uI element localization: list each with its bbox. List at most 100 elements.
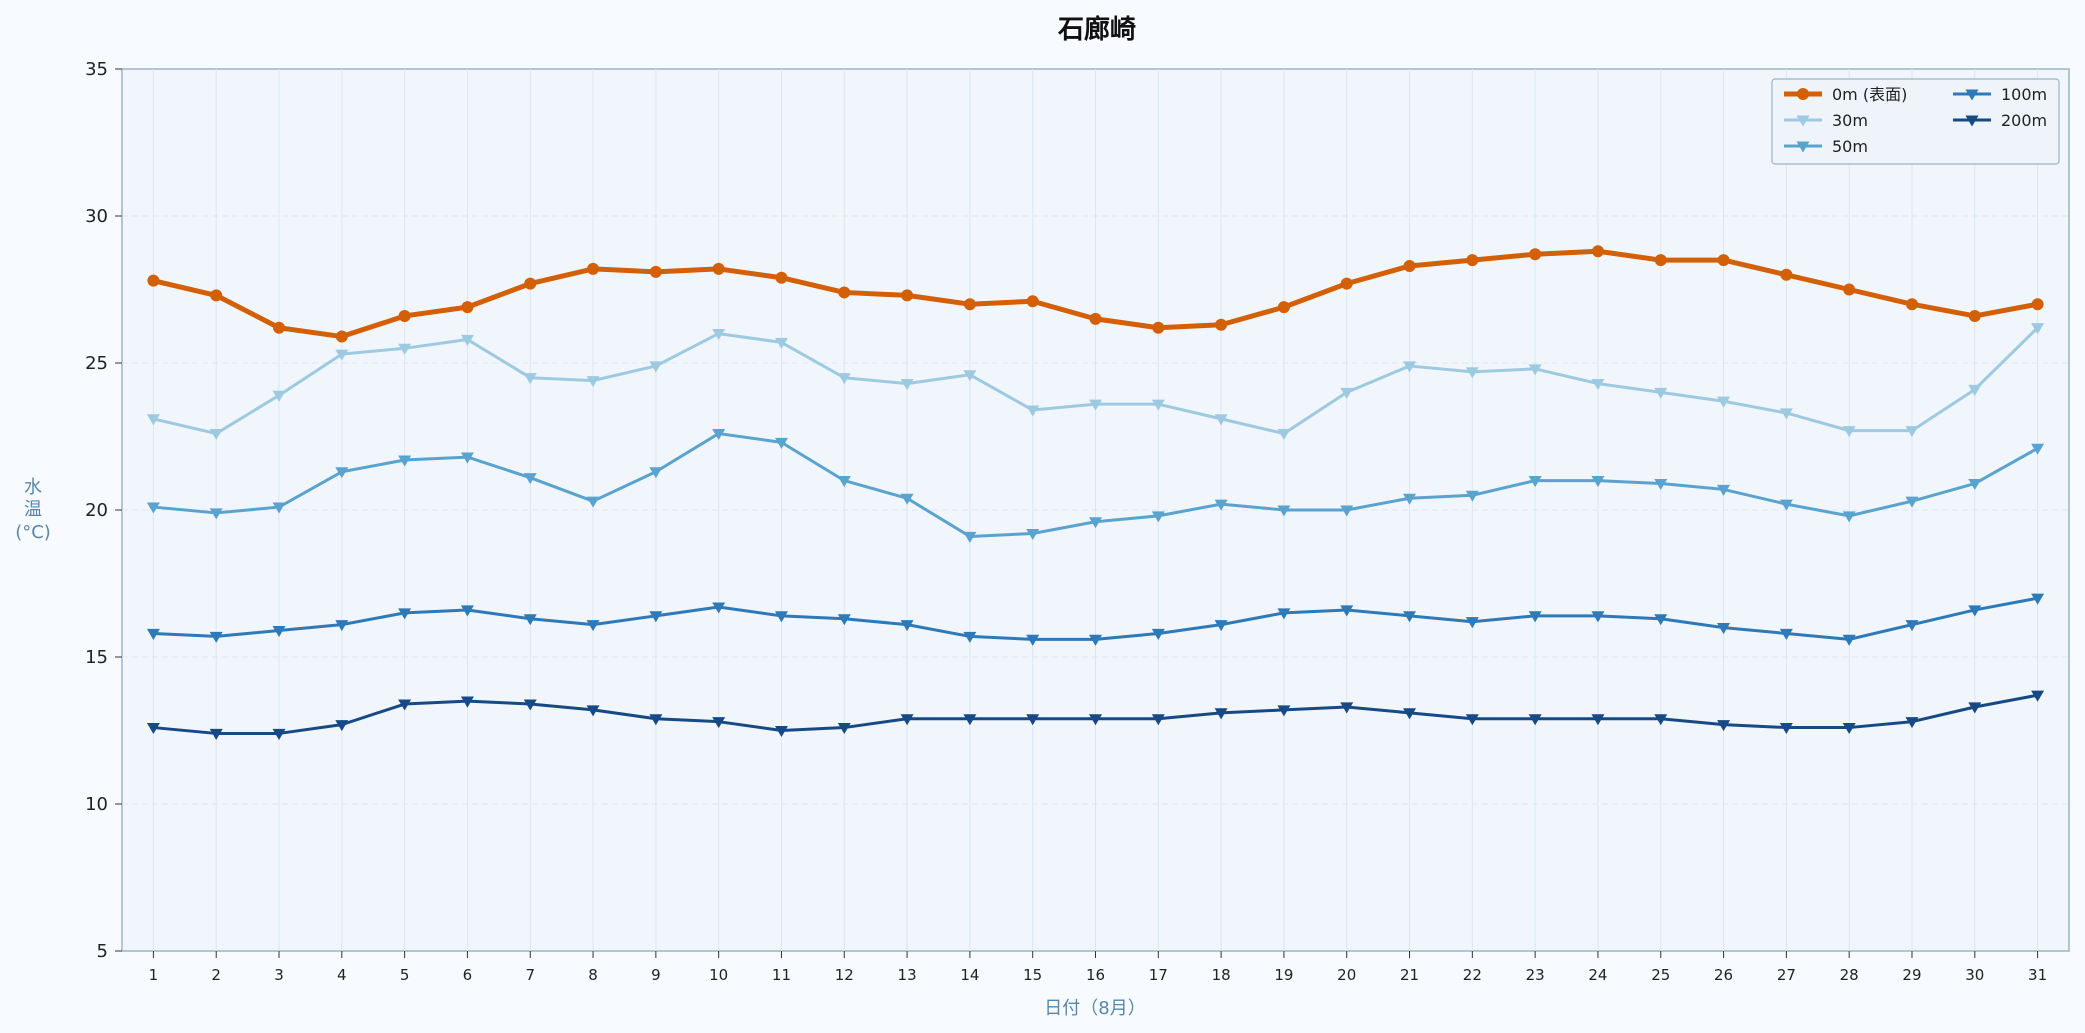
data-point-30m xyxy=(649,361,663,373)
data-point-100m xyxy=(1089,634,1102,646)
legend-marker xyxy=(1965,115,1979,127)
data-point-50m xyxy=(1403,493,1417,505)
x-tick-label: 1 xyxy=(149,966,159,984)
data-point-100m xyxy=(900,620,914,632)
data-point-0m xyxy=(273,321,286,334)
data-point-50m xyxy=(1151,511,1165,523)
data-point-0m xyxy=(1968,309,1981,322)
x-tick-label: 13 xyxy=(898,966,917,984)
legend-label: 0m (表面) xyxy=(1832,85,1907,104)
data-point-100m xyxy=(2031,593,2045,605)
data-point-30m xyxy=(335,349,349,361)
legend-item-0m: 0m (表面) xyxy=(1784,85,1907,104)
x-tick-label: 2 xyxy=(211,966,221,984)
x-tick-label: 26 xyxy=(1714,966,1733,984)
y-axis-label-line-1: 水 xyxy=(24,477,42,498)
data-point-50m xyxy=(900,493,914,505)
data-point-100m xyxy=(1654,614,1668,626)
data-point-100m xyxy=(774,611,788,623)
x-tick-label: 23 xyxy=(1526,966,1545,984)
data-point-100m xyxy=(523,614,537,626)
data-point-30m xyxy=(209,429,223,441)
y-axis-label-line-3: (°C) xyxy=(15,522,51,543)
x-tick-label: 3 xyxy=(274,966,284,984)
data-point-100m xyxy=(1968,605,1982,617)
x-tick-label: 14 xyxy=(960,966,979,984)
data-point-0m xyxy=(1466,254,1479,267)
data-point-50m xyxy=(523,473,537,485)
x-tick-label: 29 xyxy=(1902,966,1921,984)
data-point-200m xyxy=(1905,717,1919,729)
data-point-0m xyxy=(1654,254,1667,267)
legend-marker xyxy=(1796,115,1810,127)
x-tick-label: 9 xyxy=(651,966,661,984)
data-point-50m xyxy=(649,467,663,479)
data-point-0m xyxy=(1340,277,1353,290)
data-point-200m xyxy=(1340,702,1354,714)
legend-label: 100m xyxy=(2001,85,2047,104)
x-tick-label: 11 xyxy=(772,966,791,984)
data-point-100m xyxy=(398,608,412,620)
data-point-200m xyxy=(1717,720,1731,732)
data-point-200m xyxy=(1591,714,1605,726)
data-point-100m xyxy=(1403,611,1417,623)
data-point-200m xyxy=(1277,705,1291,717)
data-point-100m xyxy=(963,631,977,643)
legend-marker xyxy=(1797,88,1809,100)
data-point-0m xyxy=(398,309,411,322)
data-point-30m xyxy=(460,334,474,346)
x-tick-label: 20 xyxy=(1337,966,1356,984)
data-point-200m xyxy=(1089,714,1102,726)
grid xyxy=(122,69,2069,951)
legend-item-50m: 50m xyxy=(1784,137,1868,156)
data-point-0m xyxy=(524,277,537,290)
data-point-50m xyxy=(1340,505,1354,517)
series-0m xyxy=(147,245,2044,343)
data-point-30m xyxy=(1403,361,1417,373)
x-tick-label: 30 xyxy=(1965,966,1984,984)
data-point-30m xyxy=(1026,405,1040,417)
data-point-200m xyxy=(523,699,537,711)
y-tick-label: 30 xyxy=(85,206,108,227)
data-point-30m xyxy=(837,373,851,385)
x-tick-label: 5 xyxy=(400,966,410,984)
data-point-200m xyxy=(460,696,474,708)
data-point-0m xyxy=(335,330,348,343)
data-point-30m xyxy=(1340,387,1354,399)
x-tick-label: 18 xyxy=(1212,966,1231,984)
legend-item-200m: 200m xyxy=(1953,111,2047,130)
data-point-30m xyxy=(2031,323,2045,335)
legend-marker xyxy=(1965,89,1979,101)
data-point-50m xyxy=(335,467,349,479)
data-point-100m xyxy=(1528,611,1542,623)
data-point-0m xyxy=(587,262,600,275)
data-point-50m xyxy=(774,437,788,449)
x-tick-label: 12 xyxy=(835,966,854,984)
legend-item-30m: 30m xyxy=(1784,111,1868,130)
data-point-30m xyxy=(1842,426,1856,438)
data-point-30m xyxy=(1528,364,1542,376)
data-point-50m xyxy=(712,429,726,441)
data-point-0m xyxy=(712,262,725,275)
data-point-30m xyxy=(963,370,977,382)
data-point-200m xyxy=(209,728,223,740)
data-point-30m xyxy=(1968,384,1982,396)
data-point-50m xyxy=(209,508,223,520)
data-point-0m xyxy=(461,301,474,314)
legend-box xyxy=(1771,78,2060,165)
data-point-100m xyxy=(1717,623,1731,635)
data-point-30m xyxy=(1089,399,1102,411)
data-point-50m xyxy=(1528,476,1542,488)
data-point-30m xyxy=(146,414,160,426)
data-point-50m xyxy=(2031,443,2045,455)
data-point-30m xyxy=(586,376,600,388)
x-tick-label: 19 xyxy=(1274,966,1293,984)
data-point-200m xyxy=(272,728,286,740)
data-point-50m xyxy=(1842,511,1856,523)
x-tick-label: 4 xyxy=(337,966,347,984)
data-point-50m xyxy=(146,502,160,514)
data-point-200m xyxy=(1779,723,1793,735)
data-point-30m xyxy=(1277,429,1291,441)
data-point-200m xyxy=(1528,714,1542,726)
x-tick-label: 16 xyxy=(1086,966,1105,984)
